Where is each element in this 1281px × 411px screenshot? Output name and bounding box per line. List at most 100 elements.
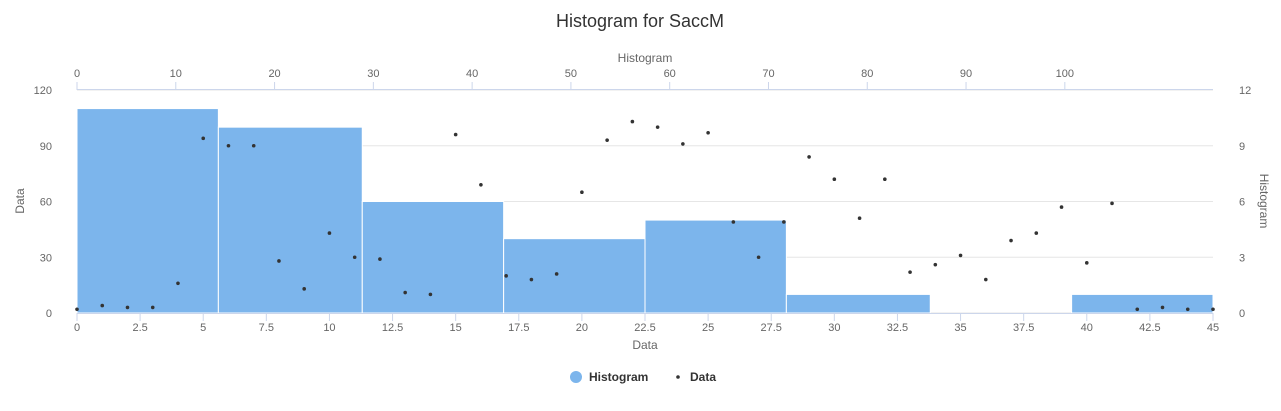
x-bottom-tick-label: 42.5: [1139, 322, 1160, 334]
data-point[interactable]: [933, 262, 938, 267]
y-right-tick-label: 3: [1239, 252, 1245, 264]
data-point[interactable]: [302, 287, 307, 291]
y-right-tick-label: 6: [1239, 197, 1245, 209]
legend[interactable]: Histogram Data: [570, 370, 716, 384]
data-point[interactable]: [479, 182, 483, 187]
data-point[interactable]: [251, 143, 256, 148]
data-point[interactable]: [403, 290, 407, 295]
x-top-tick-label: 50: [565, 68, 577, 80]
data-point[interactable]: [832, 177, 837, 181]
data-point[interactable]: [504, 274, 508, 278]
data-point[interactable]: [176, 281, 180, 286]
data-point[interactable]: [706, 130, 710, 135]
data-point[interactable]: [1135, 307, 1140, 312]
data-point[interactable]: [201, 136, 206, 141]
data-point[interactable]: [100, 303, 105, 308]
x-bottom-tick-label: 27.5: [761, 322, 782, 334]
data-point[interactable]: [883, 177, 887, 181]
y-right-tick-label: 12: [1239, 85, 1251, 97]
data-point[interactable]: [857, 216, 862, 221]
histogram-bar[interactable]: [361, 201, 505, 314]
data-points: [75, 119, 1215, 312]
y-left-tick-label: 90: [40, 141, 52, 153]
data-point[interactable]: [529, 277, 534, 282]
data-point[interactable]: [226, 143, 231, 148]
legend-histogram-label: Histogram: [589, 370, 648, 384]
x-bottom-tick-label: 20: [576, 322, 588, 334]
x-top-tick-label: 40: [466, 68, 478, 80]
data-point[interactable]: [630, 119, 635, 124]
data-point[interactable]: [1034, 231, 1039, 235]
y-left-tick-label: 120: [34, 85, 52, 97]
data-point[interactable]: [984, 277, 988, 282]
x-bottom-tick-label: 0: [74, 322, 80, 334]
x-axis-title-bottom: Data: [632, 338, 658, 352]
x-bottom-tick-label: 5: [200, 322, 206, 334]
data-point[interactable]: [1160, 305, 1165, 310]
data-point[interactable]: [554, 272, 559, 276]
data-point[interactable]: [958, 253, 963, 258]
y-axis-title-right: Histogram: [1257, 174, 1271, 229]
x-top-tick-label: 80: [861, 68, 873, 80]
data-point[interactable]: [807, 155, 811, 159]
data-point[interactable]: [1059, 205, 1064, 209]
data-point[interactable]: [150, 305, 155, 310]
data-point[interactable]: [378, 257, 382, 261]
histogram-bar[interactable]: [1071, 293, 1214, 314]
legend-histogram-swatch: [570, 371, 582, 383]
x-top-tick-label: 10: [170, 68, 182, 80]
x-bottom-tick-label: 12.5: [382, 322, 403, 334]
legend-data-label: Data: [690, 370, 716, 384]
data-point[interactable]: [782, 220, 786, 224]
x-top-tick-label: 20: [268, 68, 280, 80]
x-bottom-tick-label: 35: [954, 322, 966, 334]
y-axis-title-left: Data: [13, 188, 27, 214]
data-point[interactable]: [1110, 201, 1114, 206]
x-top-tick-label: 100: [1056, 68, 1074, 80]
data-point[interactable]: [1211, 307, 1215, 312]
legend-data-swatch: [676, 375, 680, 379]
data-point[interactable]: [327, 231, 332, 235]
x-bottom-tick-label: 10: [323, 322, 335, 334]
histogram-bar[interactable]: [785, 293, 931, 314]
x-bottom-tick-label: 37.5: [1013, 322, 1034, 334]
data-point[interactable]: [352, 255, 357, 260]
x-axis-title-top: Histogram: [618, 51, 673, 65]
y-left-tick-label: 0: [46, 308, 52, 320]
data-point[interactable]: [453, 132, 458, 137]
data-point[interactable]: [756, 255, 761, 260]
data-point[interactable]: [908, 270, 912, 274]
x-bottom-tick-label: 17.5: [508, 322, 529, 334]
x-bottom-tick-label: 25: [702, 322, 714, 334]
y-left-tick-label: 60: [40, 197, 52, 209]
data-point[interactable]: [125, 305, 130, 310]
chart-title: Histogram for SaccM: [556, 11, 724, 31]
data-point[interactable]: [277, 259, 281, 263]
data-point[interactable]: [731, 220, 736, 224]
histogram-bar[interactable]: [76, 108, 219, 314]
x-bottom-tick-label: 45: [1207, 322, 1219, 334]
y-left-tick-label: 30: [40, 252, 52, 264]
histogram-bar[interactable]: [217, 126, 363, 314]
data-point[interactable]: [1009, 238, 1013, 243]
x-bottom-tick-label: 2.5: [132, 322, 147, 334]
legend-item-data[interactable]: Data: [676, 370, 716, 384]
x-bottom-tick-label: 30: [828, 322, 840, 334]
x-top-tick-label: 0: [74, 68, 80, 80]
data-point[interactable]: [428, 292, 433, 297]
data-point[interactable]: [681, 142, 685, 146]
data-point[interactable]: [580, 190, 584, 195]
data-point[interactable]: [655, 125, 660, 129]
data-point[interactable]: [605, 138, 609, 142]
histogram-bar[interactable]: [644, 219, 787, 314]
data-point[interactable]: [1185, 307, 1190, 312]
histogram-bar[interactable]: [503, 238, 646, 314]
x-bottom-tick-label: 22.5: [634, 322, 655, 334]
data-point[interactable]: [75, 307, 79, 312]
legend-item-histogram[interactable]: Histogram: [570, 370, 648, 384]
y-right-tick-label: 9: [1239, 141, 1245, 153]
data-point[interactable]: [1084, 261, 1089, 265]
x-top-tick-label: 30: [367, 68, 379, 80]
